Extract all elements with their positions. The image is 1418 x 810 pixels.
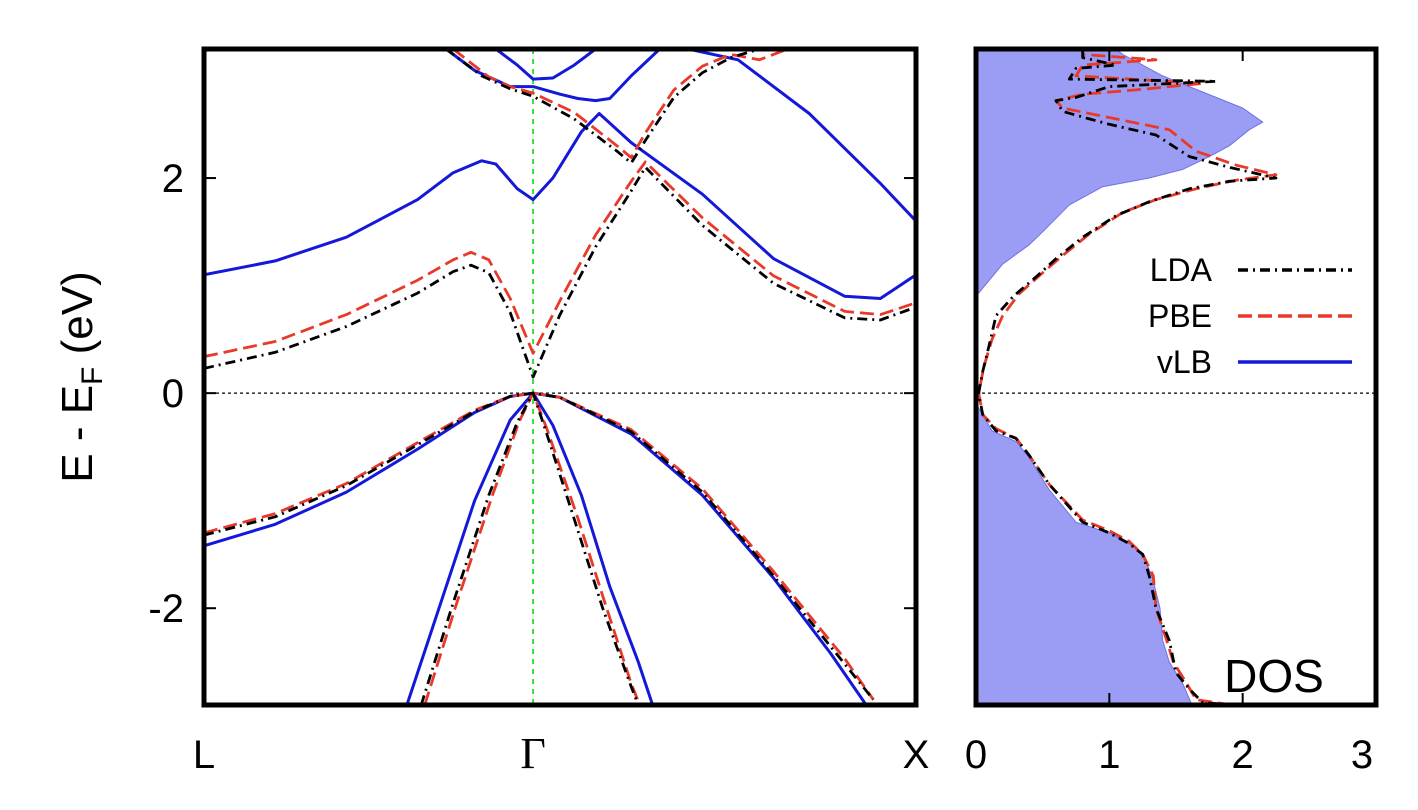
- y-tick-label: 2: [162, 157, 184, 201]
- legend: LDA PBE vLB: [1148, 252, 1352, 380]
- legend-label-vlb: vLB: [1157, 344, 1212, 380]
- band-line-pbe-3: [452, 49, 789, 159]
- band-line-lda-1: [419, 391, 640, 705]
- k-point-label: Γ: [520, 729, 545, 778]
- dos-x-tick-label: 2: [1232, 733, 1254, 777]
- band-line-vlb-4: [494, 49, 597, 81]
- y-axis-label: E - EF (eV): [53, 271, 109, 482]
- dos-x-tick-label: 1: [1098, 733, 1120, 777]
- band-line-pbe-2: [204, 160, 916, 358]
- band-line-vlb-5: [687, 49, 916, 223]
- band-line-lda-2: [204, 165, 916, 379]
- band-line-pbe-0: [204, 391, 875, 701]
- dos-x-tick-label: 0: [965, 733, 987, 777]
- band-plot-frame: [201, 46, 919, 708]
- legend-label-lda: LDA: [1150, 252, 1213, 288]
- dos-axes: 0 1 2 3: [965, 46, 1379, 777]
- y-axis-label-main: E - E: [53, 385, 102, 483]
- dos-plot-frame: [973, 46, 1379, 708]
- band-line-vlb-2: [204, 112, 916, 300]
- k-point-label: X: [903, 733, 930, 777]
- band-structure-panel: -2 0 2 L Γ X: [148, 46, 930, 778]
- dos-panel: 0 1 2 3 LDA PBE vLB DOS: [965, 46, 1379, 777]
- band-line-pbe-1: [423, 391, 642, 705]
- dos-annotation: DOS: [1224, 650, 1324, 702]
- band-line-lda-3: [445, 49, 760, 165]
- dos-x-tick-label: 3: [1351, 733, 1373, 777]
- y-axis-label-subscript: F: [76, 367, 109, 385]
- band-line-lda-0: [204, 391, 875, 701]
- band-line-vlb-3: [445, 49, 661, 103]
- dos-curves: [976, 49, 1376, 705]
- band-axes: -2 0 2 L Γ X: [148, 46, 930, 778]
- band-line-vlb-0: [204, 391, 868, 705]
- dos-line-lda: [977, 49, 1278, 705]
- band-line-vlb-1: [405, 391, 655, 705]
- y-tick-label: -2: [148, 587, 184, 631]
- k-point-label: L: [193, 733, 215, 777]
- band-curves: [204, 49, 916, 705]
- dos-filled-area-vlb: [976, 49, 1264, 705]
- legend-label-pbe: PBE: [1148, 298, 1212, 334]
- y-axis-label-tail: (eV): [53, 271, 102, 366]
- y-tick-label: 0: [162, 372, 184, 416]
